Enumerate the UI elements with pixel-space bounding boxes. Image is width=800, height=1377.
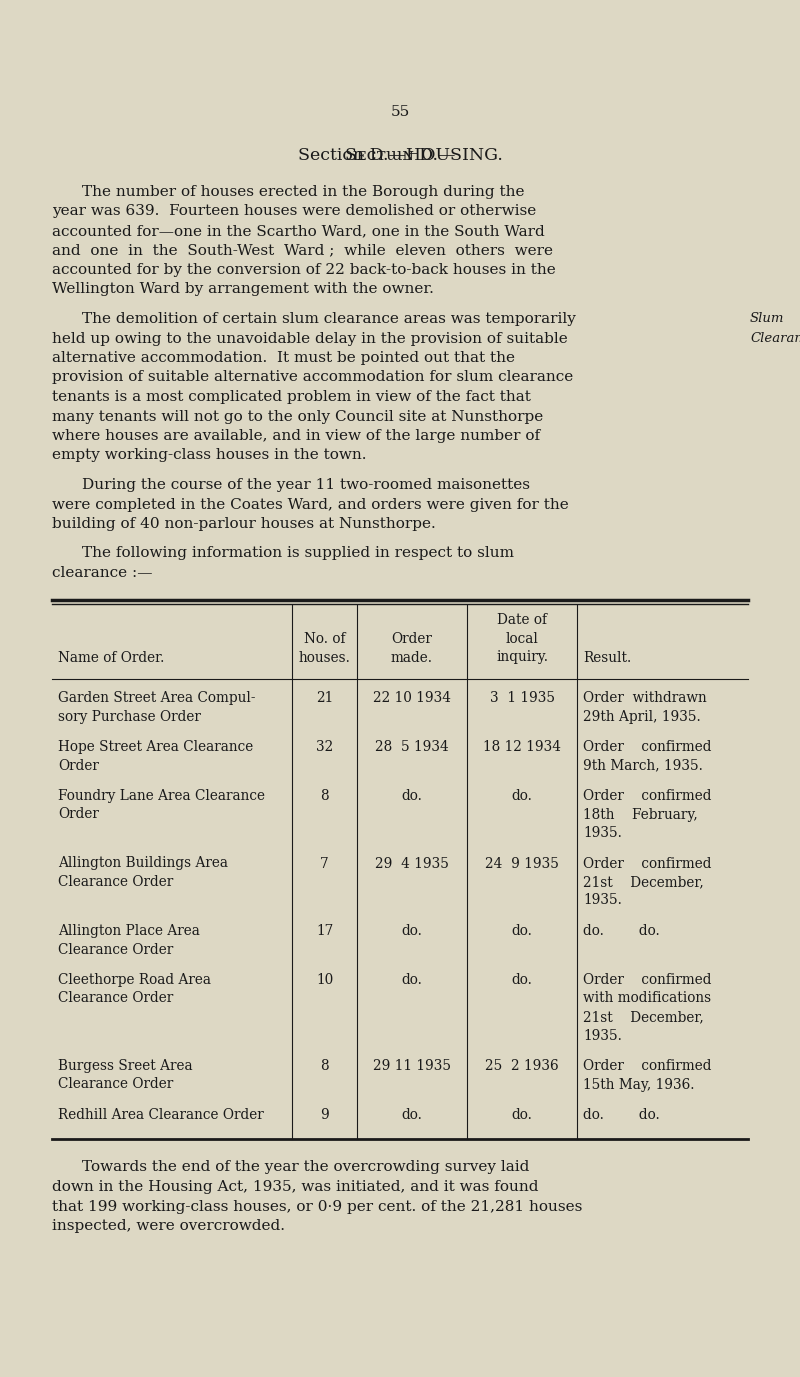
Text: 7: 7: [320, 856, 329, 870]
Text: alternative accommodation.  It must be pointed out that the: alternative accommodation. It must be po…: [52, 351, 515, 365]
Text: Clearance Order: Clearance Order: [58, 1077, 174, 1092]
Text: do.: do.: [402, 974, 422, 987]
Text: Sᴇᴄᴛɯɴ D.—: Sᴇᴄᴛɯɴ D.—: [345, 147, 455, 164]
Text: Date of: Date of: [497, 614, 547, 628]
Text: 21st    December,: 21st December,: [583, 1009, 704, 1024]
Text: 21: 21: [316, 691, 333, 705]
Text: Order    confirmed: Order confirmed: [583, 856, 711, 870]
Text: 25  2 1936: 25 2 1936: [485, 1059, 559, 1073]
Text: do.: do.: [511, 974, 533, 987]
Text: 21st    December,: 21st December,: [583, 874, 704, 890]
Text: Towards the end of the year the overcrowding survey laid: Towards the end of the year the overcrow…: [82, 1161, 530, 1175]
Text: Order    confirmed: Order confirmed: [583, 1059, 711, 1073]
Text: with modifications: with modifications: [583, 991, 711, 1005]
Text: Garden Street Area Compul-: Garden Street Area Compul-: [58, 691, 255, 705]
Text: Order: Order: [58, 807, 99, 822]
Text: empty working-class houses in the town.: empty working-class houses in the town.: [52, 449, 366, 463]
Text: Section D.—HOUSING.: Section D.—HOUSING.: [298, 147, 502, 164]
Text: The number of houses erected in the Borough during the: The number of houses erected in the Boro…: [82, 185, 525, 200]
Text: were completed in the Coates Ward, and orders were given for the: were completed in the Coates Ward, and o…: [52, 497, 569, 511]
Text: do.        do.: do. do.: [583, 924, 660, 938]
Text: 28  5 1934: 28 5 1934: [375, 739, 449, 755]
Text: Clearance.: Clearance.: [750, 332, 800, 344]
Text: inquiry.: inquiry.: [496, 650, 548, 665]
Text: Order  withdrawn: Order withdrawn: [583, 691, 706, 705]
Text: 24  9 1935: 24 9 1935: [485, 856, 559, 870]
Text: 1935.: 1935.: [583, 826, 622, 840]
Text: made.: made.: [391, 650, 433, 665]
Text: Allington Place Area: Allington Place Area: [58, 924, 200, 938]
Text: do.: do.: [511, 789, 533, 803]
Text: 10: 10: [316, 974, 333, 987]
Text: Clearance Order: Clearance Order: [58, 942, 174, 957]
Text: accounted for—one in the Scartho Ward, one in the South Ward: accounted for—one in the Scartho Ward, o…: [52, 224, 545, 238]
Text: Name of Order.: Name of Order.: [58, 650, 164, 665]
Text: do.: do.: [511, 1108, 533, 1122]
Text: 29 11 1935: 29 11 1935: [373, 1059, 451, 1073]
Text: 9th March, 1935.: 9th March, 1935.: [583, 759, 703, 772]
Text: do.: do.: [402, 924, 422, 938]
Text: Redhill Area Clearance Order: Redhill Area Clearance Order: [58, 1108, 264, 1122]
Text: The demolition of certain slum clearance areas was temporarily: The demolition of certain slum clearance…: [82, 313, 576, 326]
Text: 29  4 1935: 29 4 1935: [375, 856, 449, 870]
Text: inspected, were overcrowded.: inspected, were overcrowded.: [52, 1219, 285, 1232]
Text: Clearance Order: Clearance Order: [58, 991, 174, 1005]
Text: 18th    February,: 18th February,: [583, 807, 698, 822]
Text: sory Purchase Order: sory Purchase Order: [58, 709, 201, 723]
Text: Allington Buildings Area: Allington Buildings Area: [58, 856, 228, 870]
Text: Order: Order: [391, 632, 433, 646]
Text: Result.: Result.: [583, 650, 631, 665]
Text: 9: 9: [320, 1108, 329, 1122]
Text: 1935.: 1935.: [583, 1029, 622, 1042]
Text: Slum: Slum: [750, 313, 785, 325]
Text: local: local: [506, 632, 538, 646]
Text: do.: do.: [511, 924, 533, 938]
Text: 8: 8: [320, 1059, 329, 1073]
Text: Wellington Ward by arrangement with the owner.: Wellington Ward by arrangement with the …: [52, 282, 434, 296]
Text: 15th May, 1936.: 15th May, 1936.: [583, 1077, 694, 1092]
Text: year was 639.  Fourteen houses were demolished or otherwise: year was 639. Fourteen houses were demol…: [52, 205, 536, 219]
Text: Order    confirmed: Order confirmed: [583, 739, 711, 755]
Text: Burgess Sreet Area: Burgess Sreet Area: [58, 1059, 193, 1073]
Text: 32: 32: [316, 739, 333, 755]
Text: Order: Order: [58, 759, 99, 772]
Text: During the course of the year 11 two-roomed maisonettes: During the course of the year 11 two-roo…: [82, 478, 530, 492]
Text: many tenants will not go to the only Council site at Nunsthorpe: many tenants will not go to the only Cou…: [52, 409, 543, 424]
Text: held up owing to the unavoidable delay in the provision of suitable: held up owing to the unavoidable delay i…: [52, 332, 568, 346]
Text: 8: 8: [320, 789, 329, 803]
Text: 18 12 1934: 18 12 1934: [483, 739, 561, 755]
Text: where houses are available, and in view of the large number of: where houses are available, and in view …: [52, 430, 540, 443]
Text: and  one  in  the  South-West  Ward ;  while  eleven  others  were: and one in the South-West Ward ; while e…: [52, 244, 553, 257]
Text: do.        do.: do. do.: [583, 1108, 660, 1122]
Text: The following information is supplied in respect to slum: The following information is supplied in…: [82, 547, 514, 560]
Text: Clearance Order: Clearance Order: [58, 874, 174, 890]
Text: houses.: houses.: [298, 650, 350, 665]
Text: 55: 55: [390, 105, 410, 118]
Text: provision of suitable alternative accommodation for slum clearance: provision of suitable alternative accomm…: [52, 370, 574, 384]
Text: 17: 17: [316, 924, 333, 938]
Text: 1935.: 1935.: [583, 894, 622, 907]
Text: do.: do.: [402, 1108, 422, 1122]
Text: 29th April, 1935.: 29th April, 1935.: [583, 709, 701, 723]
Text: No. of: No. of: [304, 632, 346, 646]
Text: Foundry Lane Area Clearance: Foundry Lane Area Clearance: [58, 789, 265, 803]
Text: do.: do.: [402, 789, 422, 803]
Text: tenants is a most complicated problem in view of the fact that: tenants is a most complicated problem in…: [52, 390, 531, 403]
Text: building of 40 non-parlour houses at Nunsthorpe.: building of 40 non-parlour houses at Nun…: [52, 516, 436, 532]
Text: Order    confirmed: Order confirmed: [583, 789, 711, 803]
Text: clearance :—: clearance :—: [52, 566, 153, 580]
Text: Order    confirmed: Order confirmed: [583, 974, 711, 987]
Text: Cleethorpe Road Area: Cleethorpe Road Area: [58, 974, 211, 987]
Text: 22 10 1934: 22 10 1934: [373, 691, 451, 705]
Text: 3  1 1935: 3 1 1935: [490, 691, 554, 705]
Text: Hope Street Area Clearance: Hope Street Area Clearance: [58, 739, 254, 755]
Text: accounted for by the conversion of 22 back-to-back houses in the: accounted for by the conversion of 22 ba…: [52, 263, 556, 277]
Text: down in the Housing Act, 1935, was initiated, and it was found: down in the Housing Act, 1935, was initi…: [52, 1180, 538, 1194]
Text: that 199 working-class houses, or 0·9 per cent. of the 21,281 houses: that 199 working-class houses, or 0·9 pe…: [52, 1199, 582, 1213]
